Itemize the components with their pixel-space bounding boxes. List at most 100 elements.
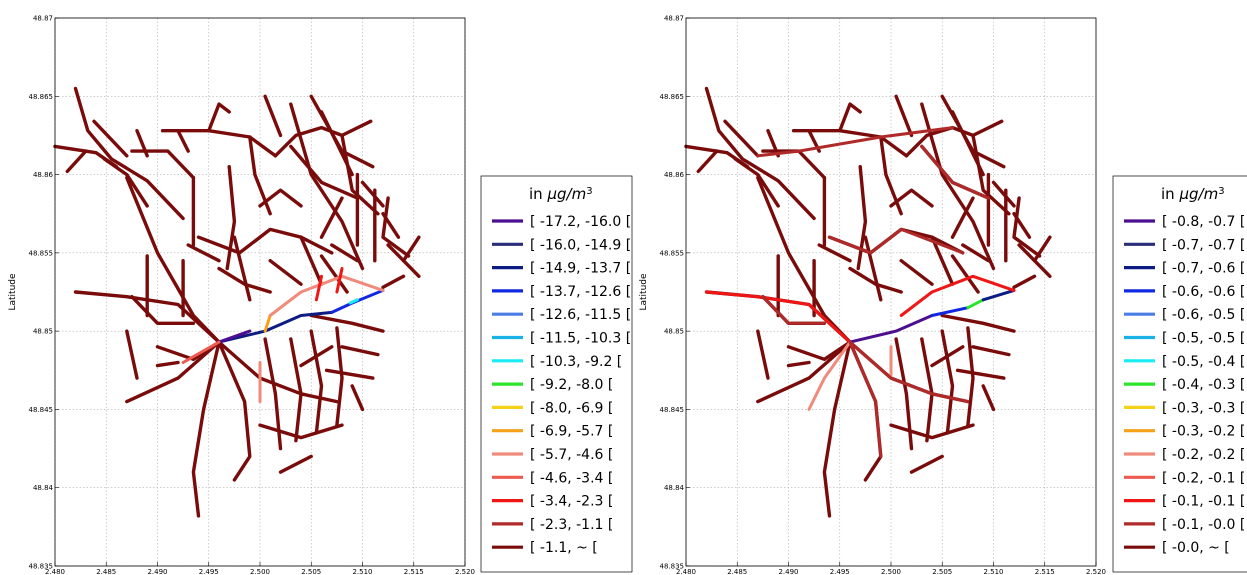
street-segment bbox=[176, 129, 190, 153]
street-segment bbox=[319, 254, 349, 294]
street-segment-highlight bbox=[807, 340, 852, 411]
x-tick-label: 2.495 bbox=[830, 568, 850, 575]
street-segment bbox=[930, 235, 955, 286]
street-segment-highlight bbox=[181, 340, 221, 364]
street-segment bbox=[955, 368, 1006, 380]
x-tick-label: 2.510 bbox=[352, 568, 372, 575]
x-tick-label: 2.500 bbox=[881, 568, 901, 575]
y-tick-label: 48.84 bbox=[33, 484, 54, 492]
street-segment-highlight bbox=[756, 126, 954, 158]
street-segment bbox=[909, 454, 944, 474]
street-segment bbox=[696, 149, 719, 174]
legend-entry-label: [ -0.6, -0.6 [ bbox=[1162, 284, 1245, 300]
street-segment bbox=[340, 345, 380, 357]
legend-title-sup: 3 bbox=[586, 186, 592, 197]
street-segment-highlight bbox=[268, 274, 385, 317]
street-segment bbox=[73, 86, 185, 221]
street-segment-highlight bbox=[217, 310, 334, 344]
street-segment bbox=[125, 340, 221, 404]
street-segment bbox=[940, 329, 955, 435]
street-segment bbox=[1012, 196, 1042, 258]
legend-entry-label: [ -8.0, -6.9 [ bbox=[530, 400, 613, 416]
street-segment bbox=[381, 274, 406, 289]
street-segment bbox=[961, 243, 991, 263]
legend-title-prefix: in bbox=[1161, 185, 1179, 203]
legend-title: in μg/m3 bbox=[1161, 185, 1225, 203]
street-segment-highlight bbox=[966, 298, 985, 310]
x-tick-label: 2.505 bbox=[301, 568, 321, 575]
street-segment bbox=[971, 345, 1011, 357]
legend-entry-label: [ -11.5, -10.3 [ bbox=[530, 331, 631, 347]
y-tick-label: 48.855 bbox=[29, 249, 54, 257]
street-segment bbox=[324, 368, 375, 380]
street-segment bbox=[791, 129, 909, 158]
street-segment bbox=[1032, 235, 1052, 263]
street-segment bbox=[207, 102, 231, 133]
street-segment-highlight bbox=[848, 314, 934, 344]
street-segment bbox=[856, 165, 868, 271]
street-segment bbox=[191, 340, 221, 518]
y-tick-label: 48.84 bbox=[664, 484, 685, 492]
y-tick-label: 48.86 bbox=[33, 171, 54, 179]
street-segment bbox=[930, 345, 965, 368]
street-segment bbox=[704, 86, 816, 221]
legend-entry-label: [ -0.2, -0.2 [ bbox=[1162, 447, 1245, 463]
street-segment-highlight bbox=[335, 267, 344, 294]
street-segment bbox=[319, 196, 344, 239]
legend-title-unit: μg/m bbox=[1178, 185, 1218, 203]
legend-entry-label: [ -12.6, -11.5 [ bbox=[530, 307, 631, 323]
legend-entry-label: [ -13.7, -12.6 [ bbox=[530, 284, 631, 300]
street-segment bbox=[155, 360, 180, 368]
legend-box bbox=[480, 175, 633, 573]
legend-entry-label: [ -0.5, -0.5 [ bbox=[1162, 331, 1245, 347]
street-segment-highlight bbox=[348, 298, 359, 305]
legend-entry-label: [ -2.3, -1.1 [ bbox=[530, 517, 613, 533]
street-segment bbox=[263, 94, 283, 138]
street-segment bbox=[756, 329, 770, 380]
street-segment bbox=[940, 313, 1016, 333]
street-segment bbox=[186, 243, 221, 263]
street-segment bbox=[899, 259, 934, 286]
legend-entry-label: [ -16.0, -14.9 [ bbox=[530, 237, 631, 253]
legend-title-sup: 3 bbox=[1218, 186, 1224, 197]
street-segment-highlight bbox=[828, 227, 965, 255]
street-segment bbox=[920, 102, 996, 271]
street-segment-highlight bbox=[930, 306, 970, 317]
street-segment-highlight bbox=[981, 288, 1016, 302]
x-tick-label: 2.520 bbox=[1086, 568, 1106, 575]
legend-entry-label: [ -0.7, -0.7 [ bbox=[1162, 237, 1245, 253]
x-tick-label: 2.485 bbox=[727, 568, 747, 575]
legend-entry-label: [ -0.4, -0.3 [ bbox=[1162, 377, 1245, 393]
street-segment bbox=[309, 313, 385, 333]
legend-title: in μg/m3 bbox=[529, 185, 593, 203]
street-segment bbox=[125, 329, 139, 380]
street-segment bbox=[950, 196, 975, 239]
legend-entry-label: [ -0.8, -0.7 [ bbox=[1162, 214, 1245, 230]
street-segment bbox=[289, 102, 365, 271]
street-segment bbox=[981, 384, 996, 412]
street-segment bbox=[1012, 212, 1032, 239]
street-segment bbox=[733, 157, 780, 208]
legend-entry-label: [ -0.3, -0.2 [ bbox=[1162, 424, 1245, 440]
legend: in μg/m3 [ -17.2, -16.0 [[ -16.0, -14.9 [… bbox=[480, 175, 633, 573]
street-segment-highlight bbox=[899, 274, 1016, 317]
y-tick-label: 48.845 bbox=[29, 406, 54, 414]
street-segment bbox=[817, 243, 852, 263]
legend-box bbox=[1112, 175, 1247, 573]
plot-frame bbox=[54, 17, 466, 567]
street-segment bbox=[360, 180, 385, 208]
legend-entry-label: [ -0.1, -0.1 [ bbox=[1162, 494, 1245, 510]
street-segment bbox=[196, 227, 334, 255]
street-segment bbox=[299, 235, 324, 286]
y-tick-label: 48.86 bbox=[664, 171, 685, 179]
street-segment bbox=[350, 384, 365, 412]
street-segment bbox=[340, 133, 380, 216]
street-segment bbox=[130, 295, 196, 325]
legend-entry-label: [ -3.4, -2.3 [ bbox=[530, 494, 613, 510]
street-segment-highlight bbox=[848, 340, 970, 404]
legend-entry-label: [ -10.3, -9.2 [ bbox=[530, 354, 622, 370]
legend-entry-label: [ -9.2, -8.0 [ bbox=[530, 377, 613, 393]
legend-entry-label: [ -0.2, -0.1 [ bbox=[1162, 470, 1245, 486]
street-segment bbox=[971, 133, 1011, 216]
